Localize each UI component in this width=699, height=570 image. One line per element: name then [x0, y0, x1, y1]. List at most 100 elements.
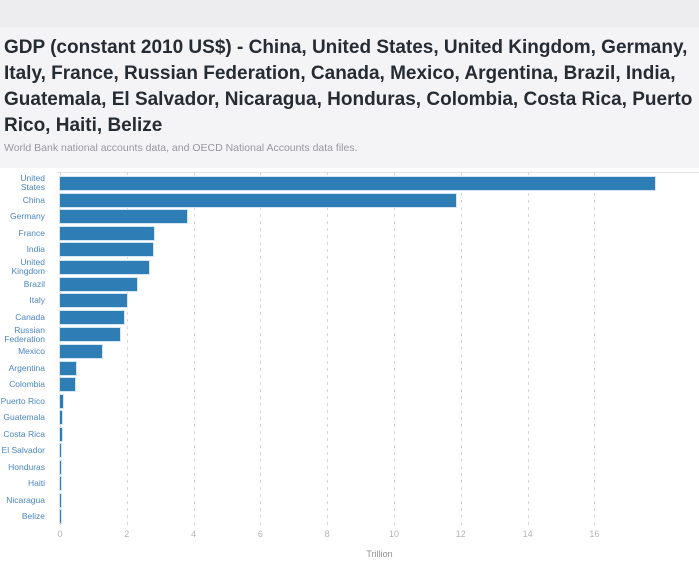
bar-italy[interactable]	[60, 294, 128, 308]
bar-united-states[interactable]	[60, 176, 655, 190]
bar-track	[53, 427, 699, 441]
x-tick-label-4: 4	[191, 529, 197, 539]
bar-track	[53, 460, 699, 474]
category-label: Argentina	[8, 362, 45, 373]
bar-china[interactable]	[60, 193, 456, 207]
bar-track	[53, 210, 699, 224]
bar-brazil[interactable]	[60, 277, 138, 291]
x-tick-label-12: 12	[455, 529, 466, 539]
chart-row: Canada	[0, 309, 699, 326]
bar-track	[53, 361, 699, 375]
category-label: Guatemala	[3, 412, 45, 423]
bar-track	[53, 444, 699, 458]
bar-track	[53, 394, 699, 408]
category-label: Germany	[10, 211, 45, 222]
chart-row: United Kingdom	[0, 258, 699, 276]
bar-track	[53, 294, 699, 308]
bar-argentina[interactable]	[60, 361, 76, 375]
x-axis-title: Trillion	[366, 549, 393, 559]
chart-row: Nicaragua	[0, 492, 699, 509]
bar-track	[53, 243, 699, 257]
bar-track	[53, 411, 699, 425]
chart-row: India	[0, 242, 699, 259]
chart-row: United States	[0, 174, 699, 192]
chart-row: Mexico	[0, 344, 699, 361]
page-title: GDP (constant 2010 US$) - China, United …	[4, 37, 693, 136]
chart-rows: United States China Germany France India Unit…	[0, 174, 699, 525]
bar-germany[interactable]	[60, 210, 187, 224]
chart-row: Russian Federation	[0, 324, 699, 344]
bar-el-salvador[interactable]	[60, 444, 61, 458]
chart-row: Guatemala	[0, 410, 699, 427]
category-label: United Kingdom	[11, 257, 45, 276]
chart-row: Italy	[0, 293, 699, 310]
category-label: Haiti	[27, 478, 45, 489]
x-tick-label-0: 0	[57, 529, 63, 539]
bar-belize[interactable]	[60, 510, 61, 524]
chart-row: France	[0, 225, 699, 242]
source-subtitle: World Bank national accounts data, and O…	[4, 142, 358, 154]
bar-costa-rica[interactable]	[60, 427, 62, 441]
chart-row: Brazil	[0, 276, 699, 293]
x-tick-label-2: 2	[124, 529, 130, 539]
category-label: Belize	[21, 511, 45, 522]
bar-colombia[interactable]	[60, 378, 75, 392]
bar-track	[53, 277, 699, 291]
category-label: Italy	[29, 295, 45, 306]
bar-haiti[interactable]	[60, 477, 61, 491]
bar-track	[53, 378, 699, 392]
x-tick-label-14: 14	[522, 529, 533, 539]
bar-track	[53, 510, 699, 524]
category-label: Colombia	[9, 379, 45, 390]
bar-track	[53, 310, 699, 324]
bar-track	[53, 328, 699, 341]
category-label: Costa Rica	[3, 428, 45, 439]
bar-france[interactable]	[60, 226, 154, 240]
category-label: India	[26, 244, 45, 255]
chart-header: GDP (constant 2010 US$) - China, United …	[0, 27, 699, 168]
x-tick-label-8: 8	[324, 529, 330, 539]
bar-track	[53, 477, 699, 491]
category-label: Russian Federation	[4, 324, 45, 344]
category-label: Brazil	[23, 278, 45, 289]
category-label: China	[22, 194, 45, 205]
chart-row: Argentina	[0, 360, 699, 377]
category-label: Canada	[15, 311, 45, 322]
chart-row: Puerto Rico	[0, 393, 699, 410]
chart-row: Belize	[0, 509, 699, 526]
bar-puerto-rico[interactable]	[60, 394, 64, 408]
chart-row: Costa Rica	[0, 426, 699, 443]
bar-mexico[interactable]	[60, 345, 103, 359]
category-label: Honduras	[8, 461, 45, 472]
bar-track	[53, 226, 699, 240]
bar-track	[53, 345, 699, 359]
x-tick-label-10: 10	[388, 529, 399, 539]
chart-row: Germany	[0, 209, 699, 226]
x-tick-label-6: 6	[257, 529, 263, 539]
bar-track	[53, 193, 699, 207]
bar-guatemala[interactable]	[60, 411, 62, 425]
x-tick-label-16: 16	[589, 529, 600, 539]
category-label: Nicaragua	[6, 494, 45, 505]
category-label: United States	[20, 173, 45, 192]
bar-russian-federation[interactable]	[60, 328, 120, 341]
bar-united-kingdom[interactable]	[60, 260, 150, 274]
chart-row: Colombia	[0, 377, 699, 394]
bar-canada[interactable]	[60, 310, 125, 324]
bar-honduras[interactable]	[60, 460, 61, 474]
bar-india[interactable]	[60, 243, 153, 257]
bar-nicaragua[interactable]	[60, 493, 61, 507]
chart-row: China	[0, 192, 699, 209]
bar-track	[53, 493, 699, 507]
chart-row: Honduras	[0, 459, 699, 476]
bar-track	[53, 260, 699, 274]
category-label: Mexico	[18, 346, 45, 357]
chart-row: Haiti	[0, 476, 699, 493]
x-axis: 0 2 4 6 8 10 12 14 16	[57, 529, 699, 543]
chart-row: El Salvador	[0, 443, 699, 460]
plot-top-border	[57, 172, 699, 173]
category-label: France	[18, 227, 45, 238]
category-label: Puerto Rico	[0, 395, 45, 406]
category-label: El Salvador	[1, 445, 45, 456]
